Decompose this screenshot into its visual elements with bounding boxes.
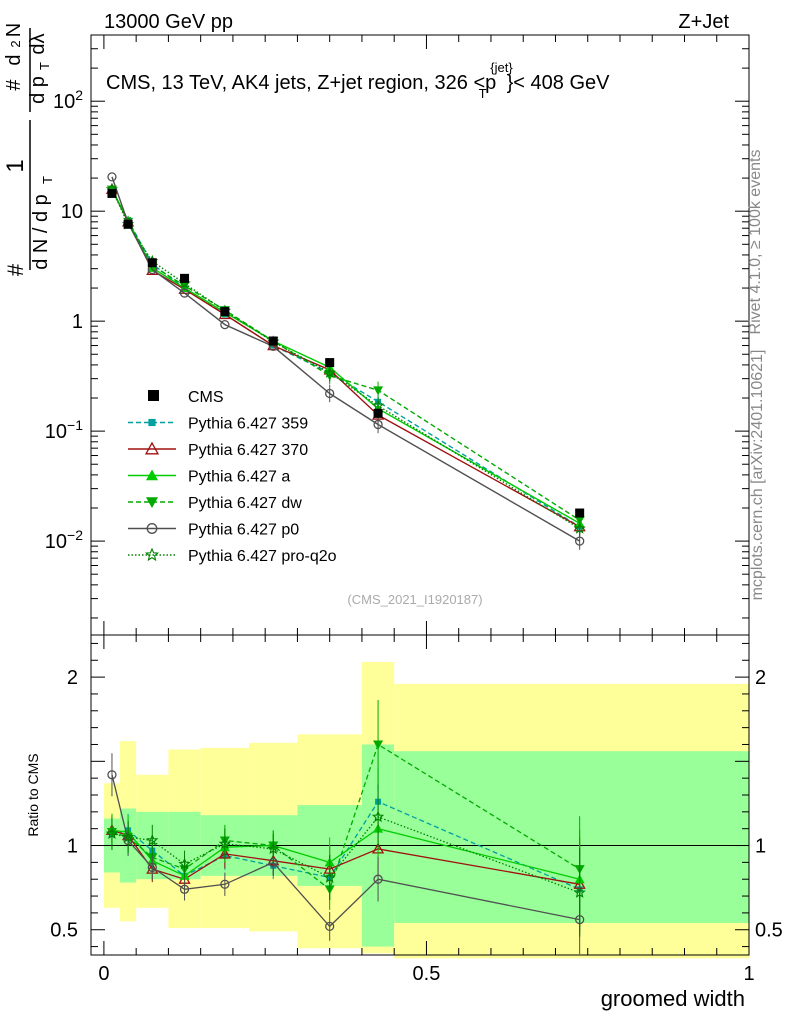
main-frame [90, 34, 750, 636]
data-point [325, 358, 335, 368]
data-point [180, 273, 190, 283]
legend-cms-marker [148, 390, 159, 401]
series-line [111, 189, 581, 528]
ratio-point [179, 884, 190, 894]
data-point [220, 307, 230, 317]
data-point [147, 258, 157, 268]
series-line [111, 188, 581, 528]
ratio-point [121, 830, 135, 843]
y-label-one: 1 [2, 159, 29, 172]
y-tick-label: 10 [61, 201, 83, 223]
series-line [111, 176, 581, 542]
y-label-dp: d p [27, 76, 49, 104]
ratio-panel [90, 634, 750, 959]
legend-label: Pythia 6.427 370 [188, 442, 308, 459]
x-tick-label: 1 [743, 963, 754, 985]
series-point [373, 419, 383, 430]
series-line [111, 189, 581, 530]
series-point [323, 366, 336, 378]
legend: CMS Pythia 6.427 359 Pythia 6.427 370 Pythi… [128, 389, 337, 565]
rivet-version-label: Rivet 4.1.0, ≥ 100k events [747, 150, 764, 335]
series-line [111, 188, 581, 525]
ratio-point [373, 740, 384, 750]
data-point [107, 188, 117, 198]
series-point [179, 288, 190, 298]
series-point [107, 172, 117, 182]
data-point [268, 336, 278, 346]
legend-label: Pythia 6.427 dw [188, 495, 302, 512]
legend-marker [148, 418, 156, 427]
y-label-sub2: T [37, 62, 52, 70]
ratio-point [218, 837, 231, 850]
y-tick-label: 10−1 [45, 417, 83, 443]
ratio-point [373, 874, 383, 884]
legend-label: Pythia 6.427 a [188, 469, 290, 486]
ratio-point [267, 842, 280, 855]
data-point [373, 408, 383, 418]
y-label-hash: # [3, 263, 28, 276]
legend-marker [146, 523, 158, 534]
series-point [220, 319, 230, 330]
ratio-y-tick-label-right: 2 [755, 667, 766, 689]
y-tick-label: 1 [72, 311, 83, 333]
ratio-point [178, 857, 191, 870]
y-tick-label: 10−2 [45, 527, 83, 553]
legend-label: Pythia 6.427 359 [188, 416, 308, 433]
y-tick-label: 102 [53, 87, 83, 113]
y-label-denominator: d N / d p [30, 194, 52, 270]
series-line [111, 189, 581, 521]
ratio-y-tick-label: 1 [67, 836, 78, 858]
series-point [325, 388, 335, 399]
legend-label: Pythia 6.427 p0 [188, 522, 299, 539]
ratio-y-tick-label: 2 [67, 667, 78, 689]
process-label: Z+Jet [678, 11, 729, 33]
ratio-y-tick-label-right: 1 [755, 836, 766, 858]
main-panel [90, 34, 750, 636]
ratio-y-axis-label: Ratio to CMS [25, 753, 41, 836]
x-tick-label: 0.5 [413, 963, 441, 985]
x-axis-label: groomed width [601, 986, 745, 1011]
ratio-y-tick-label-right: 0.5 [755, 920, 783, 942]
series-point [373, 386, 384, 396]
ratio-line [111, 800, 580, 890]
ratio-y-tick-label: 0.5 [50, 920, 78, 942]
ratio-point [323, 871, 336, 883]
analysis-watermark: (CMS_2021_I1920187) [347, 592, 482, 607]
legend-marker [144, 441, 160, 455]
y-label-d: d [3, 54, 25, 65]
ratio-point [325, 921, 335, 932]
y-label-sq: 2 [8, 40, 23, 47]
legend-label: CMS [188, 389, 224, 406]
data-point [123, 219, 133, 229]
legend-label: Pythia 6.427 pro-q2o [188, 548, 337, 565]
series-point [371, 399, 385, 411]
y-label-dlambda: dλ [27, 33, 49, 54]
legend-marker [146, 497, 158, 508]
legend-marker [146, 469, 158, 481]
data-point [575, 508, 585, 518]
chart-title: CMS, 13 TeV, AK4 jets, Z+jet region, 326… [106, 60, 610, 101]
y-label-n: N [3, 23, 25, 37]
ratio-point [573, 886, 586, 898]
series-point [573, 522, 586, 534]
legend-marker [144, 547, 160, 562]
y-label-sub: T [40, 176, 55, 184]
y-label-hash2: # [3, 79, 25, 91]
ratio-point [105, 827, 119, 839]
stat-uncertainty-band [394, 751, 749, 923]
ratio-point [371, 810, 385, 823]
ratio-point [146, 834, 159, 846]
ratio-point [147, 862, 157, 873]
x-tick-label: 0 [98, 963, 109, 985]
mcplots-label: mcplots.cern.ch [arXiv:2401.10621] [749, 350, 766, 601]
ratio-point [107, 770, 117, 780]
ratio-point [220, 879, 230, 889]
energy-label: 13000 GeV pp [104, 11, 233, 33]
